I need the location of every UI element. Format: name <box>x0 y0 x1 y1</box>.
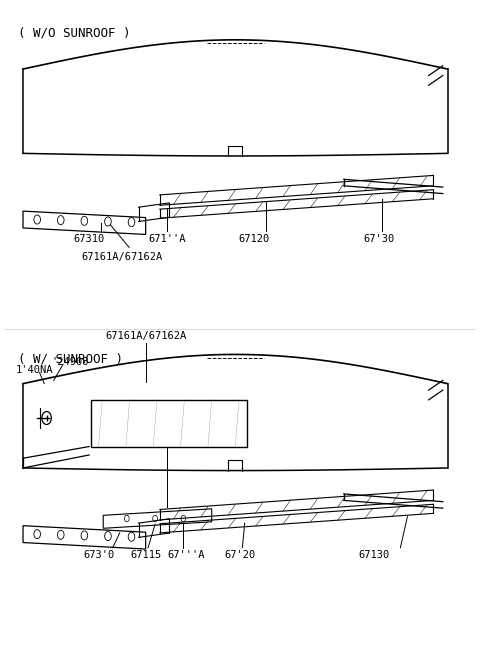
Text: ( W/ SUNROOF ): ( W/ SUNROOF ) <box>18 353 123 365</box>
Text: ( W/O SUNROOF ): ( W/O SUNROOF ) <box>18 27 131 40</box>
Text: '24908: '24908 <box>51 357 89 367</box>
Text: 67161A/67162A: 67161A/67162A <box>105 332 186 342</box>
Text: 67115: 67115 <box>130 551 161 560</box>
Text: 67310: 67310 <box>73 235 105 244</box>
Text: 671''A: 671''A <box>148 235 186 244</box>
Text: 67'30: 67'30 <box>363 235 395 244</box>
Text: 673'0: 673'0 <box>83 551 114 560</box>
Text: 67161A/67162A: 67161A/67162A <box>82 252 163 262</box>
Text: 1'40NA: 1'40NA <box>16 365 53 375</box>
Text: 67'''A: 67'''A <box>167 551 204 560</box>
Bar <box>91 400 247 447</box>
Text: 67'20: 67'20 <box>224 551 256 560</box>
Text: 67130: 67130 <box>359 551 390 560</box>
Text: 67120: 67120 <box>239 235 270 244</box>
